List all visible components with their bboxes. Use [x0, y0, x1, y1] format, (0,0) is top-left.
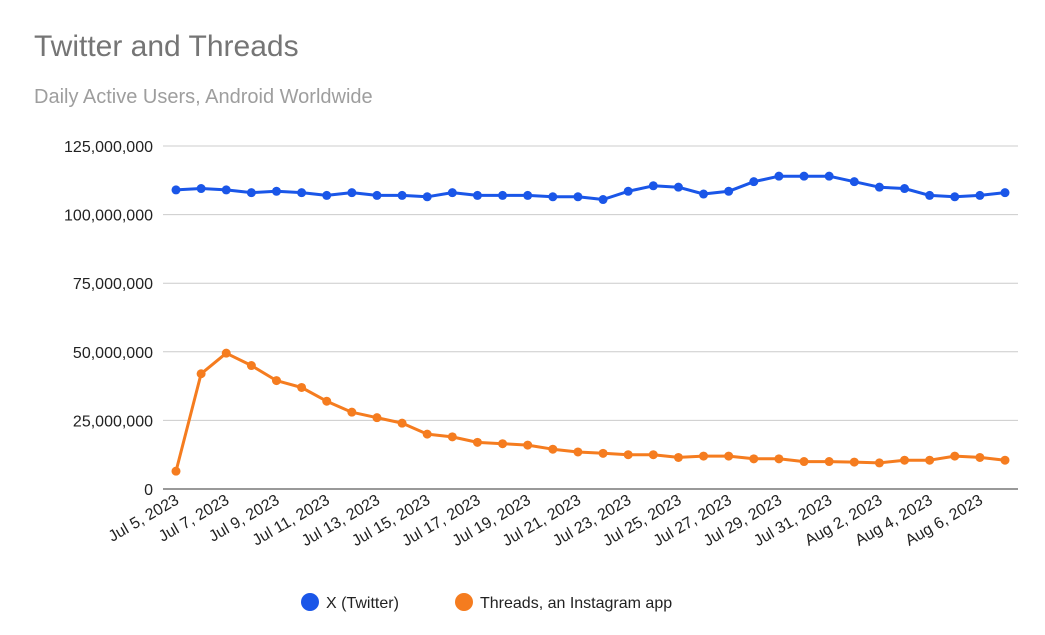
gridlines [163, 145, 1018, 490]
data-point [447, 432, 457, 442]
data-point [849, 457, 859, 467]
legend-label: Threads, an Instagram app [480, 595, 672, 612]
series-line-0 [174, 174, 1007, 201]
series-lines [174, 174, 1007, 473]
data-point [774, 171, 784, 181]
legend-swatch [455, 593, 473, 611]
data-point [573, 192, 583, 202]
data-point [724, 186, 734, 196]
data-point [246, 361, 256, 371]
data-point [498, 190, 508, 200]
data-point [623, 186, 633, 196]
data-point [472, 437, 482, 447]
data-point [196, 184, 206, 194]
data-point [397, 190, 407, 200]
y-tick-label: 75,000,000 [73, 276, 153, 293]
y-tick-label: 125,000,000 [64, 139, 153, 156]
data-point [472, 190, 482, 200]
data-point [749, 454, 759, 464]
chart-subtitle: Daily Active Users, Android Worldwide [34, 86, 373, 108]
data-point [573, 447, 583, 457]
data-point [598, 448, 608, 458]
data-point [975, 190, 985, 200]
data-point [297, 188, 307, 198]
data-point [623, 450, 633, 460]
data-point [673, 182, 683, 192]
data-point [824, 457, 834, 467]
data-point [422, 192, 432, 202]
data-point [598, 195, 608, 205]
series-line-1 [174, 351, 1007, 473]
data-point [422, 429, 432, 439]
legend-swatch [301, 593, 319, 611]
data-point [1000, 188, 1010, 198]
data-point [849, 177, 859, 187]
data-point [824, 171, 834, 181]
data-point [271, 186, 281, 196]
data-point [221, 348, 231, 358]
data-point [1000, 455, 1010, 465]
data-point [548, 444, 558, 454]
chart-title: Twitter and Threads [34, 30, 299, 63]
data-point [548, 192, 558, 202]
data-point [799, 457, 809, 467]
data-point [648, 181, 658, 191]
data-point [171, 185, 181, 195]
data-point [950, 192, 960, 202]
data-point [447, 188, 457, 198]
data-point [699, 189, 709, 199]
data-point [774, 454, 784, 464]
data-point [246, 188, 256, 198]
data-point [347, 407, 357, 417]
data-point [372, 190, 382, 200]
data-point [171, 466, 181, 476]
data-point [950, 451, 960, 461]
y-axis-ticks: 125,000,000 100,000,000 75,000,000 50,000,0… [64, 139, 153, 499]
y-tick-label: 0 [144, 482, 153, 499]
data-point [874, 458, 884, 468]
data-point [724, 451, 734, 461]
y-tick-label: 25,000,000 [73, 413, 153, 430]
data-point [297, 382, 307, 392]
legend: X (Twitter) Threads, an Instagram app [301, 593, 672, 612]
legend-label: X (Twitter) [326, 595, 399, 612]
data-point [673, 452, 683, 462]
data-point [196, 369, 206, 379]
series-points [171, 171, 1010, 476]
y-tick-label: 100,000,000 [64, 208, 153, 225]
data-point [749, 177, 759, 187]
data-point [925, 455, 935, 465]
data-point [397, 418, 407, 428]
data-point [925, 190, 935, 200]
y-tick-label: 50,000,000 [73, 345, 153, 362]
data-point [799, 171, 809, 181]
data-point [347, 188, 357, 198]
data-point [900, 184, 910, 194]
data-point [498, 439, 508, 449]
data-point [221, 185, 231, 195]
data-point [322, 396, 332, 406]
data-point [874, 182, 884, 192]
data-point [271, 376, 281, 386]
data-point [900, 455, 910, 465]
data-point [372, 413, 382, 423]
data-point [322, 190, 332, 200]
data-point [648, 450, 658, 460]
data-point [523, 190, 533, 200]
data-point [699, 451, 709, 461]
data-point [523, 440, 533, 450]
data-point [975, 452, 985, 462]
